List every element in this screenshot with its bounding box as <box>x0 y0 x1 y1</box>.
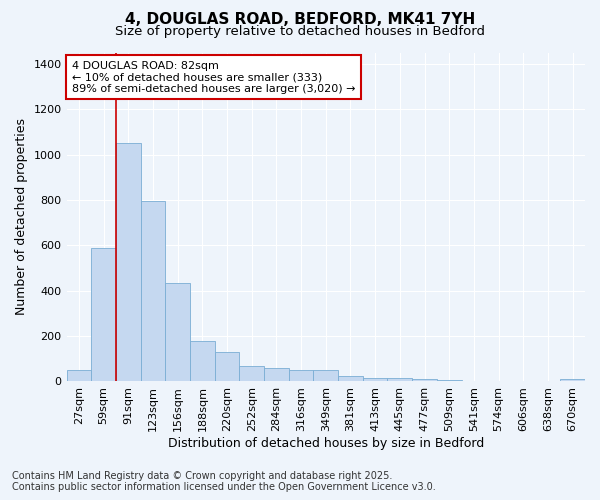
Text: 4, DOUGLAS ROAD, BEDFORD, MK41 7YH: 4, DOUGLAS ROAD, BEDFORD, MK41 7YH <box>125 12 475 28</box>
Bar <box>215 352 239 382</box>
Text: Size of property relative to detached houses in Bedford: Size of property relative to detached ho… <box>115 25 485 38</box>
Bar <box>289 370 313 382</box>
Bar <box>412 379 437 382</box>
Bar <box>116 143 140 382</box>
Bar <box>67 370 91 382</box>
Bar <box>165 283 190 382</box>
Text: 4 DOUGLAS ROAD: 82sqm
← 10% of detached houses are smaller (333)
89% of semi-det: 4 DOUGLAS ROAD: 82sqm ← 10% of detached … <box>72 60 355 94</box>
Bar <box>560 379 585 382</box>
Bar <box>140 201 165 382</box>
Bar <box>264 368 289 382</box>
Bar <box>190 340 215 382</box>
Text: Contains HM Land Registry data © Crown copyright and database right 2025.
Contai: Contains HM Land Registry data © Crown c… <box>12 471 436 492</box>
Bar <box>313 370 338 382</box>
Bar <box>338 376 363 382</box>
Bar <box>388 378 412 382</box>
Bar <box>239 366 264 382</box>
Bar <box>437 380 461 382</box>
X-axis label: Distribution of detached houses by size in Bedford: Distribution of detached houses by size … <box>167 437 484 450</box>
Y-axis label: Number of detached properties: Number of detached properties <box>15 118 28 316</box>
Bar <box>461 381 486 382</box>
Bar <box>486 381 511 382</box>
Bar <box>91 248 116 382</box>
Bar <box>363 378 388 382</box>
